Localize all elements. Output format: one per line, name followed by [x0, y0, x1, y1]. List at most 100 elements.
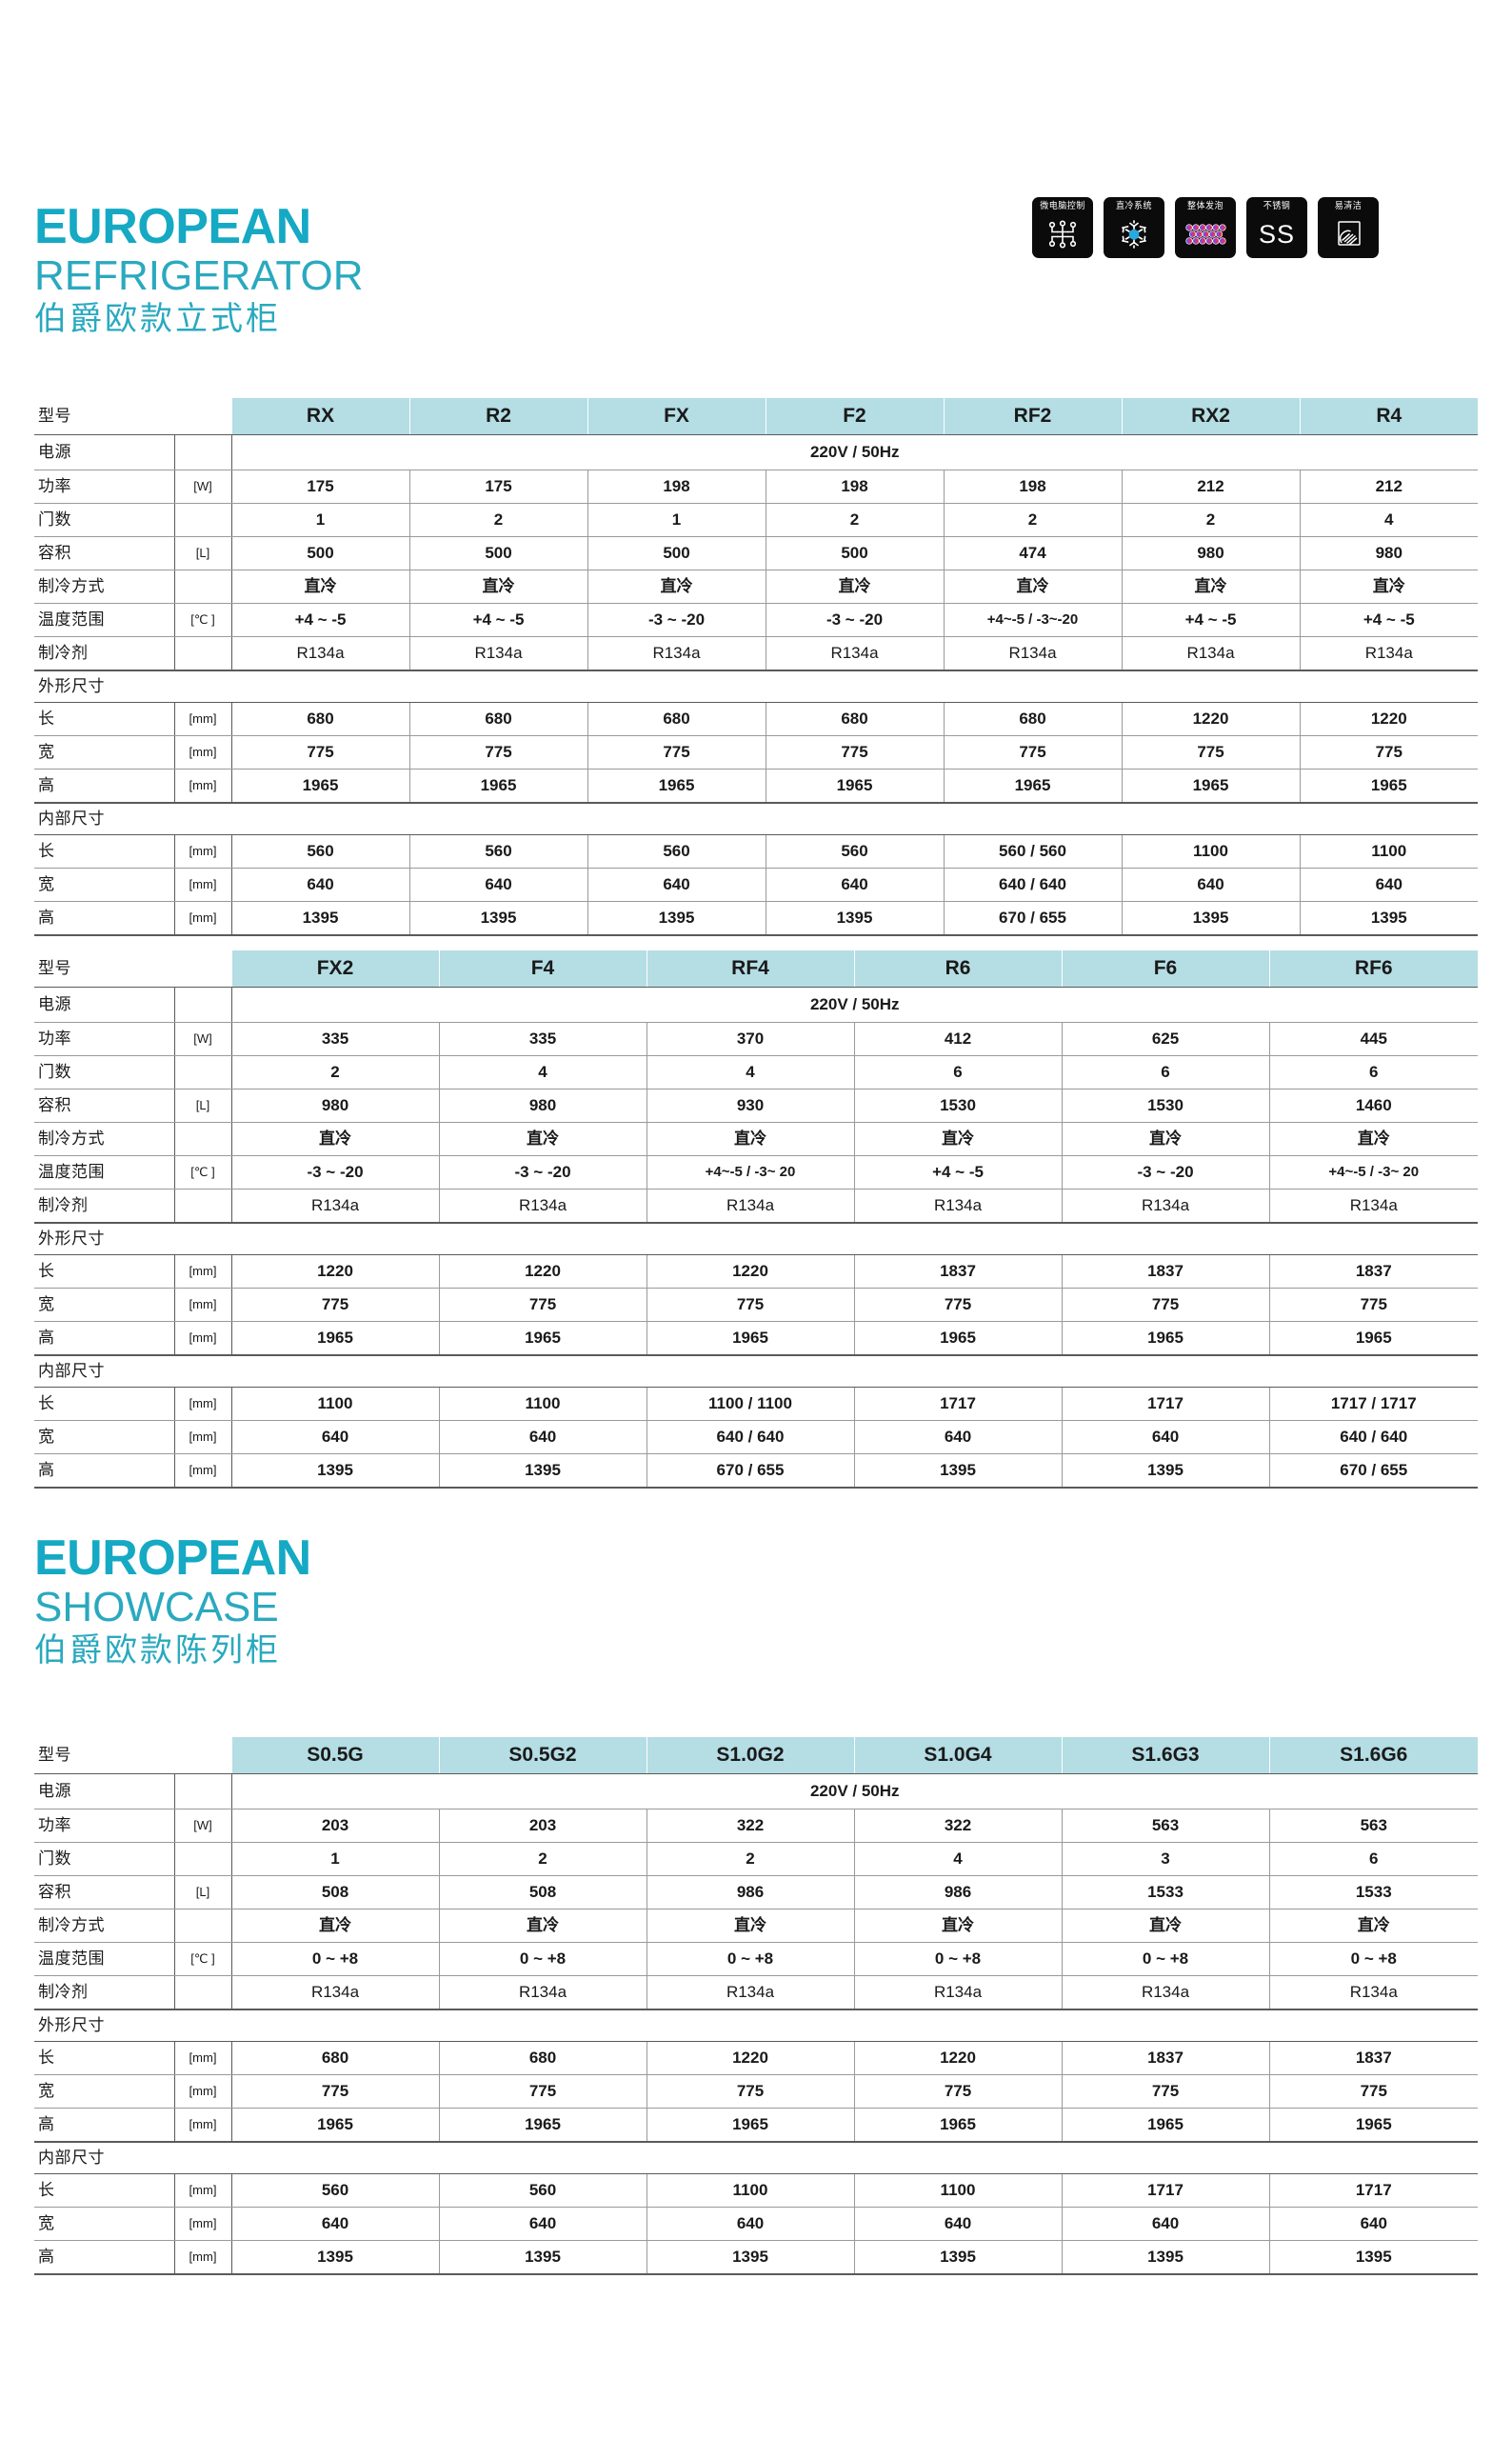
unit-cell-litre: [L] — [173, 1875, 232, 1909]
group-label-inner-dims: 内部尺寸 — [34, 1355, 1478, 1388]
row-label-cooling-type: 制冷方式 — [34, 570, 174, 604]
model-header-cell[interactable]: RX — [230, 398, 409, 435]
cell-outer-length: 1837 — [1061, 1254, 1269, 1289]
cell-outer-length: 1220 — [1299, 702, 1478, 736]
table-row-outer-width: 宽 [mm] 775 775 775 775 775 775 — [34, 1288, 1478, 1322]
heading-european-2: EUROPEAN — [34, 1530, 311, 1586]
row-label-power: 功率 — [34, 470, 174, 504]
model-header-cell[interactable]: R6 — [853, 950, 1062, 988]
cell-inner-length: 1717 — [1061, 1387, 1269, 1421]
cell-inner-length: 1100 — [1299, 834, 1478, 869]
row-label-length: 长 — [34, 2173, 174, 2208]
badge-label: 直冷系统 — [1115, 201, 1152, 211]
cell-temp-range: -3 ~ -20 — [1061, 1155, 1269, 1190]
cell-temp-range: 0 ~ +8 — [1268, 1942, 1478, 1976]
cell-cooling-type: 直冷 — [1061, 1909, 1269, 1943]
table-row-inner-length: 长 [mm] 1100 1100 1100 / 1100 1717 1717 1… — [34, 1387, 1478, 1421]
model-header-cell[interactable]: R2 — [408, 398, 587, 435]
cell-temp-range: 0 ~ +8 — [438, 1942, 647, 1976]
cell-cooling-type: 直冷 — [646, 1122, 854, 1156]
cell-outer-height: 1965 — [765, 769, 944, 804]
model-header-cell[interactable]: RF4 — [646, 950, 854, 988]
table-row-outer-height: 高 [mm] 1965 1965 1965 1965 1965 1965 — [34, 1321, 1478, 1356]
snowflake-icon — [1104, 211, 1164, 259]
unit-cell — [173, 1773, 232, 1809]
unit-cell-mm: [mm] — [173, 1321, 232, 1356]
model-header-cell[interactable]: S0.5G — [230, 1737, 439, 1774]
cell-outer-height: 1965 — [1061, 1321, 1269, 1356]
cell-inner-height: 1395 — [1121, 901, 1300, 936]
cell-outer-width: 775 — [1268, 2074, 1478, 2109]
badge-label: 易清洁 — [1334, 201, 1363, 211]
model-header-cell[interactable]: F6 — [1061, 950, 1269, 988]
cell-volume: 980 — [230, 1089, 439, 1123]
model-header-cell[interactable]: FX — [587, 398, 766, 435]
badge-label: 微电脑控制 — [1040, 201, 1085, 211]
model-header-cell[interactable]: RF2 — [943, 398, 1122, 435]
cell-outer-width: 775 — [1061, 2074, 1269, 2109]
model-header-cell[interactable]: S1.6G3 — [1061, 1737, 1269, 1774]
cell-inner-height: 1395 — [1061, 1453, 1269, 1489]
model-header-cell[interactable]: S0.5G2 — [438, 1737, 647, 1774]
unit-cell-watt: [W] — [173, 470, 232, 504]
cell-cooling-type: 直冷 — [853, 1122, 1062, 1156]
cell-inner-length: 560 — [408, 834, 587, 869]
table-row-inner-width: 宽 [mm] 640 640 640 640 640 / 640 640 640 — [34, 868, 1478, 902]
stainless-steel-ss-icon: SS — [1246, 211, 1307, 259]
group-label-outer-dims: 外形尺寸 — [34, 670, 1478, 703]
cell-doors: 2 — [230, 1055, 439, 1090]
cell-inner-width: 640 — [1299, 868, 1478, 902]
cell-inner-height: 670 / 655 — [646, 1453, 854, 1489]
model-header-cell[interactable]: R4 — [1299, 398, 1478, 435]
cell-volume: 1533 — [1061, 1875, 1269, 1909]
cell-outer-length: 1837 — [1268, 1254, 1478, 1289]
table-row-inner-height: 高 [mm] 1395 1395 1395 1395 670 / 655 139… — [34, 901, 1478, 936]
cell-outer-length: 680 — [438, 2041, 647, 2075]
heading-european-1: EUROPEAN — [34, 199, 311, 254]
model-header-cell[interactable]: FX2 — [230, 950, 439, 988]
cell-inner-length: 1100 — [230, 1387, 439, 1421]
model-header-cell[interactable]: F4 — [438, 950, 647, 988]
cell-doors: 2 — [943, 503, 1122, 537]
cell-power: 198 — [943, 470, 1122, 504]
cell-doors: 4 — [646, 1055, 854, 1090]
cell-power: 203 — [438, 1809, 647, 1843]
table-row-power: 功率 [W] 203 203 322 322 563 563 — [34, 1809, 1478, 1843]
cell-inner-length: 1100 — [646, 2173, 854, 2208]
cell-outer-width: 775 — [230, 1288, 439, 1322]
row-label-width: 宽 — [34, 2207, 174, 2241]
unit-cell-celsius: [℃ ] — [173, 1942, 232, 1976]
unit-cell-blank — [174, 950, 231, 988]
model-header-cell[interactable]: F2 — [765, 398, 944, 435]
unit-cell-celsius: [℃ ] — [173, 603, 232, 637]
cell-volume: 980 — [1121, 536, 1300, 570]
cell-outer-width: 775 — [230, 735, 409, 770]
model-header-cell[interactable]: RX2 — [1121, 398, 1300, 435]
row-label-height: 高 — [34, 1321, 174, 1356]
badge-direct-cooling-system: 直冷系统 — [1104, 197, 1164, 258]
spec-table-refrigerator-1: 型号 RX R2 FX F2 RF2 RX2 R4 电源 220V / 50Hz… — [34, 398, 1478, 936]
group-label-outer-dims: 外形尺寸 — [34, 1223, 1478, 1255]
table-row-inner-width: 宽 [mm] 640 640 640 / 640 640 640 640 / 6… — [34, 1420, 1478, 1454]
model-header-cell[interactable]: RF6 — [1268, 950, 1478, 988]
cell-inner-height: 1395 — [408, 901, 587, 936]
row-label-doors: 门数 — [34, 1055, 174, 1090]
cell-refrigerant: R134a — [1061, 1189, 1269, 1224]
unit-cell — [173, 1122, 232, 1156]
row-label-height: 高 — [34, 2240, 174, 2275]
unit-cell-mm: [mm] — [173, 769, 232, 804]
cell-refrigerant: R134a — [943, 636, 1122, 671]
model-header-cell[interactable]: S1.0G2 — [646, 1737, 854, 1774]
cell-inner-width: 640 — [1121, 868, 1300, 902]
model-header-cell[interactable]: S1.0G4 — [853, 1737, 1062, 1774]
cell-doors: 2 — [408, 503, 587, 537]
cell-power: 203 — [230, 1809, 439, 1843]
cell-temp-range: 0 ~ +8 — [853, 1942, 1062, 1976]
unit-cell-mm: [mm] — [173, 2173, 232, 2208]
cell-temp-range: +4 ~ -5 — [853, 1155, 1062, 1190]
unit-cell-mm: [mm] — [173, 1288, 232, 1322]
cell-inner-height: 1395 — [230, 2240, 439, 2275]
table-group-outer-dims: 外形尺寸 — [34, 670, 1478, 703]
model-header-cell[interactable]: S1.6G6 — [1268, 1737, 1478, 1774]
cell-refrigerant: R134a — [853, 1189, 1062, 1224]
